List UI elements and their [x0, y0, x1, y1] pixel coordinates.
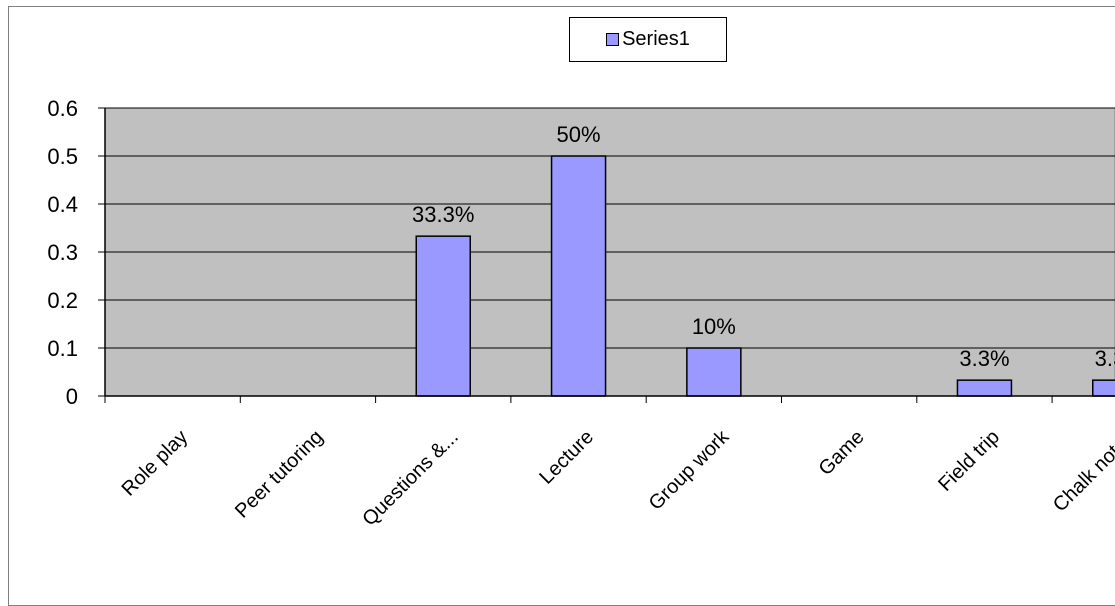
bar	[956, 379, 1013, 397]
legend-label: Series1	[622, 28, 690, 50]
bar	[686, 347, 742, 397]
x-tick-label: Questions &...	[358, 426, 462, 530]
legend-swatch	[606, 33, 620, 46]
x-tick-label: Lecture	[535, 426, 598, 489]
data-label: 3.3%	[959, 346, 1009, 371]
y-tick-labels: 0 0.1 0.2 0.3 0.4 0.5 0.6	[47, 96, 78, 409]
x-tick-labels: Role play Peer tutoring Questions &... Lect…	[118, 425, 1115, 530]
y-tick-label: 0.5	[47, 144, 78, 169]
x-tick-label: Chalk notes	[1049, 426, 1115, 516]
data-label: 33.3%	[412, 202, 474, 227]
data-labels: 33.3% 50% 10% 3.3% 3.3%	[412, 122, 1115, 371]
y-tick-label: 0	[66, 384, 78, 409]
bar	[415, 235, 471, 397]
data-label: 50%	[557, 122, 601, 147]
bars	[415, 155, 1115, 397]
axes	[98, 107, 1115, 403]
y-tick-label: 0.2	[47, 288, 78, 313]
data-label: 3.3%	[1095, 346, 1115, 371]
y-tick-label: 0.4	[47, 192, 78, 217]
bar	[1092, 379, 1115, 397]
data-label: 10%	[692, 314, 736, 339]
y-tick-label: 0.6	[47, 96, 78, 121]
gridlines	[105, 107, 1115, 349]
x-tick-label: Group work	[645, 425, 734, 514]
x-tick-label: Field trip	[934, 426, 1004, 496]
y-tick-label: 0.3	[47, 240, 78, 265]
legend: Series1	[569, 17, 727, 62]
y-tick-label: 0.1	[47, 336, 78, 361]
x-tick-label: Game	[815, 426, 869, 480]
x-tick-label: Peer tutoring	[231, 426, 328, 523]
bar	[550, 155, 607, 397]
x-tick-label: Role play	[118, 426, 193, 501]
